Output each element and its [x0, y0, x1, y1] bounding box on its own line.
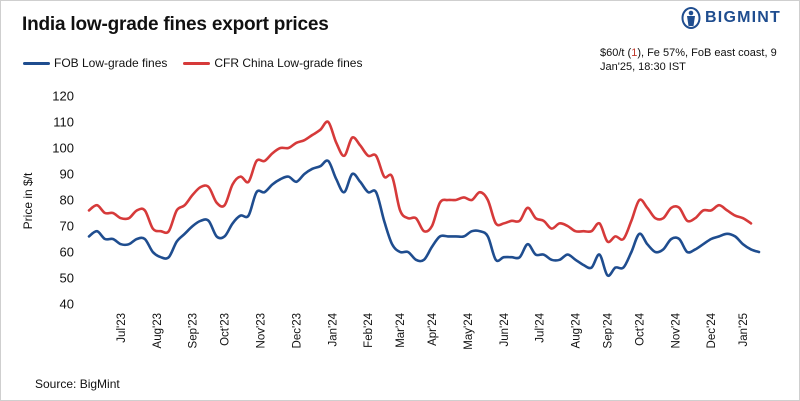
- x-tick-label: Jul'24: [535, 312, 547, 342]
- y-axis: 40 50 60 70 80 90 100 110 120: [52, 89, 74, 312]
- y-tick-label: 100: [52, 141, 74, 156]
- brand-name: BIGMINT: [705, 9, 781, 26]
- source-note: Source: BigMint: [35, 377, 120, 391]
- y-tick-label: 90: [60, 167, 74, 182]
- y-tick-label: 50: [60, 271, 74, 286]
- fob-series-line: [87, 159, 761, 278]
- x-tick-label: Jan'24: [327, 312, 339, 346]
- y-axis-label: Price in $/t: [21, 172, 35, 229]
- price-note-suffix: ), Fe 57%, FoB east coast, 9 Jan'25, 18:…: [600, 47, 777, 73]
- legend-label-cfr: CFR China Low-grade fines: [214, 56, 363, 70]
- chart-legend: FOB Low-grade fines CFR China Low-grade …: [23, 56, 378, 70]
- x-tick-label: May'24: [463, 312, 475, 349]
- legend-item-fob: FOB Low-grade fines: [23, 56, 167, 70]
- x-axis: Jul'23 Aug'23 Sep'23 Oct'23 Nov'23 Dec'23 Jan'…: [116, 312, 750, 349]
- bigmint-logo-icon: [681, 7, 701, 29]
- x-tick-label: Nov'24: [670, 312, 682, 348]
- y-tick-label: 80: [60, 193, 74, 208]
- legend-label-fob: FOB Low-grade fines: [54, 56, 168, 70]
- x-tick-label: Aug'24: [571, 312, 583, 348]
- y-tick-label: 40: [60, 297, 74, 312]
- price-note-highlight: 1: [631, 47, 638, 59]
- x-tick-label: Dec'24: [706, 312, 718, 348]
- x-tick-label: Apr'24: [427, 312, 439, 345]
- x-tick-label: Jul'23: [116, 313, 128, 343]
- x-tick-label: Sep'24: [602, 312, 614, 348]
- legend-swatch-cfr: [183, 61, 211, 65]
- chart-title: India low-grade fines export prices: [22, 14, 329, 35]
- x-tick-label: Oct'23: [220, 313, 232, 346]
- x-tick-label: Oct'24: [634, 312, 646, 345]
- legend-item-cfr: CFR China Low-grade fines: [183, 56, 362, 70]
- y-tick-label: 120: [52, 89, 74, 104]
- x-tick-label: Mar'24: [395, 312, 407, 347]
- price-note: $60/t (1), Fe 57%, FoB east coast, 9 Jan…: [600, 46, 790, 74]
- cfr-series-line: [87, 120, 753, 244]
- x-tick-label: Dec'23: [291, 313, 303, 348]
- brand-logo: BIGMINT: [681, 7, 781, 29]
- x-tick-label: Aug'23: [152, 313, 164, 348]
- y-tick-label: 60: [60, 245, 74, 260]
- x-tick-label: Nov'23: [255, 313, 267, 348]
- y-tick-label: 110: [53, 115, 74, 130]
- series-lines: [87, 120, 761, 278]
- x-tick-label: Sep'23: [188, 313, 200, 348]
- y-tick-label: 70: [60, 219, 74, 234]
- x-tick-label: Jan'25: [738, 313, 750, 347]
- price-note-prefix: $60/t (: [600, 47, 632, 59]
- x-tick-label: Jun'24: [499, 312, 511, 346]
- x-tick-label: Feb'24: [363, 312, 375, 347]
- legend-swatch-fob: [23, 61, 50, 65]
